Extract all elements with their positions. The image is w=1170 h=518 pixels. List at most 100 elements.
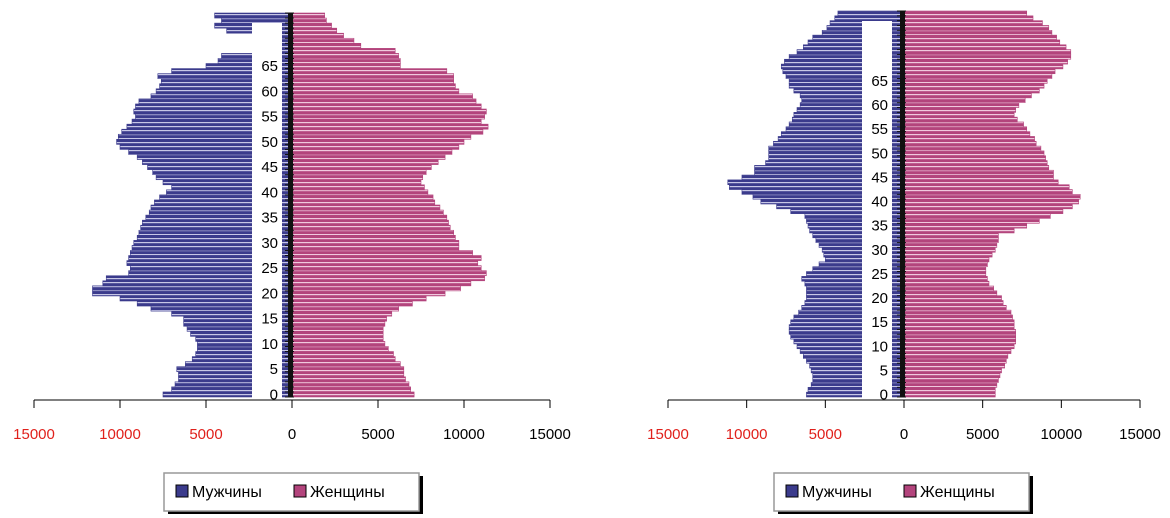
age-label: 15 <box>871 314 888 331</box>
female-bar <box>291 250 473 256</box>
age-label: 15 <box>261 311 278 328</box>
female-bar <box>903 174 1054 181</box>
age-label: 35 <box>261 210 278 227</box>
female-bar <box>291 361 401 367</box>
female-bar <box>291 108 487 115</box>
age-label: 60 <box>261 83 278 100</box>
female-bar <box>903 208 1064 214</box>
age-label: 50 <box>871 145 888 162</box>
female-bar <box>291 341 386 347</box>
age-label: 65 <box>871 73 888 90</box>
x-tick-label: 5000 <box>966 426 999 443</box>
female-bar <box>291 270 487 277</box>
female-bar <box>291 73 454 79</box>
female-bar <box>291 356 396 362</box>
female-bar <box>903 184 1070 190</box>
female-bar <box>291 209 444 216</box>
female-bar <box>903 160 1048 166</box>
female-bar <box>291 371 405 378</box>
female-bar <box>903 155 1046 161</box>
female-bar <box>291 37 355 44</box>
female-bar <box>291 214 448 221</box>
female-bar <box>903 150 1045 157</box>
legend-swatch-female <box>293 484 307 498</box>
age-label: 25 <box>261 260 278 277</box>
female-bar <box>903 49 1072 55</box>
age-label: 55 <box>261 109 278 126</box>
center-axis <box>862 10 906 401</box>
female-bar <box>903 358 1007 364</box>
female-bar <box>291 351 394 357</box>
female-bar <box>291 245 460 251</box>
legend-label-male: Мужчины <box>802 484 872 501</box>
female-bar <box>291 149 453 155</box>
female-bar <box>903 140 1037 147</box>
x-tick-label: 5000 <box>809 426 842 443</box>
female-bar <box>291 43 362 49</box>
legend-swatch-male <box>175 484 189 498</box>
female-bar <box>291 219 449 226</box>
female-bar <box>903 78 1048 84</box>
female-bar <box>291 128 484 135</box>
age-label-strip <box>862 21 892 401</box>
female-bar <box>291 240 460 246</box>
female-bar <box>291 22 332 29</box>
female-bar <box>903 121 1024 128</box>
female-bar <box>291 204 441 211</box>
female-bar <box>903 112 1015 118</box>
female-bar <box>291 164 432 170</box>
female-bar <box>903 179 1059 186</box>
female-bar <box>903 353 1009 359</box>
legend-box <box>773 472 1030 512</box>
female-bar <box>903 280 990 287</box>
female-bar <box>291 229 454 236</box>
female-bar <box>903 324 1015 330</box>
center-axis <box>252 12 294 401</box>
female-bar <box>903 300 1004 306</box>
x-tick-label: 0 <box>288 426 296 443</box>
female-bar <box>291 68 448 74</box>
age-label: 45 <box>871 169 888 186</box>
female-bar <box>291 194 434 201</box>
female-bar <box>291 260 479 266</box>
female-bar <box>903 237 999 243</box>
age-label-strip <box>252 23 282 401</box>
female-bar <box>903 362 1005 369</box>
x-axis: 15000 10000 5000 0 5000 10000 15000 <box>13 399 571 443</box>
age-label: 5 <box>270 361 278 378</box>
female-bar <box>903 165 1050 171</box>
female-bar <box>291 53 399 59</box>
female-bars <box>903 10 1081 398</box>
age-label: 5 <box>880 362 888 379</box>
x-tick-label: 10000 <box>99 426 141 443</box>
female-bar <box>903 29 1053 36</box>
age-label: 40 <box>261 184 278 201</box>
male-bars <box>727 10 905 398</box>
female-bar <box>903 73 1053 79</box>
female-bar <box>903 145 1042 152</box>
female-bar <box>291 103 482 110</box>
female-bar <box>903 39 1061 46</box>
female-bar <box>291 184 425 191</box>
female-bar <box>291 376 406 383</box>
age-label: 0 <box>880 387 888 404</box>
female-bar <box>291 154 446 160</box>
female-bar <box>291 255 482 261</box>
female-bar <box>903 276 988 282</box>
female-bar <box>903 218 1040 224</box>
female-bar <box>903 20 1043 26</box>
female-bar <box>903 232 999 239</box>
legend: Мужчины Женщины <box>163 472 423 514</box>
x-axis: 15000 10000 5000 0 5000 10000 15000 <box>647 399 1161 443</box>
female-bar <box>291 315 387 322</box>
female-bar <box>291 133 472 140</box>
female-bar <box>903 329 1017 335</box>
female-bar <box>903 382 998 388</box>
female-bar <box>903 333 1017 340</box>
female-bar <box>291 144 460 150</box>
female-bar <box>291 285 461 292</box>
age-label: 30 <box>871 242 888 259</box>
female-bar <box>291 366 405 373</box>
female-bar <box>903 377 999 383</box>
x-tick-label: 10000 <box>443 426 485 443</box>
